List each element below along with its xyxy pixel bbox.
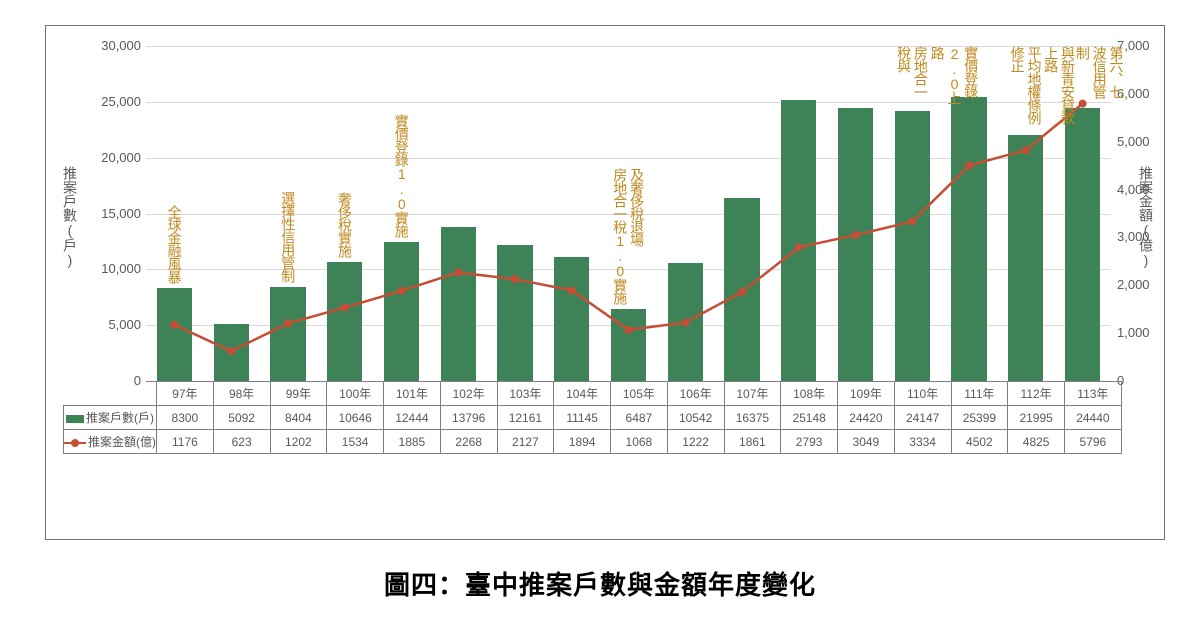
annotation: 及奢侈稅退場房地合一稅1.0實施 [612, 168, 646, 304]
table-cell: 24147 [894, 406, 951, 430]
table-cell: 2268 [440, 430, 497, 454]
table-cell: 11145 [554, 406, 611, 430]
table-cell: 5796 [1065, 430, 1122, 454]
annotation: 第六、七波信用管制 [1074, 46, 1124, 103]
y-tick-right: 7,000 [1117, 38, 1167, 53]
table-cell: 21995 [1008, 406, 1065, 430]
table-cell: 1534 [327, 430, 384, 454]
table-cell: 1222 [667, 430, 724, 454]
data-table: 97年98年99年100年101年102年103年104年105年106年107… [63, 381, 1122, 454]
category-label: 98年 [213, 382, 270, 406]
legend-line: 推案金額(億) [64, 430, 157, 454]
category-label: 99年 [270, 382, 327, 406]
table-cell: 1202 [270, 430, 327, 454]
annotation: 選擇性信用管制 [279, 191, 296, 282]
table-cell: 12161 [497, 406, 554, 430]
category-label: 107年 [724, 382, 781, 406]
figure-caption: 圖四：臺中推案戶數與金額年度變化 [0, 565, 1200, 602]
category-label: 104年 [554, 382, 611, 406]
annotation: 奢侈稅實施 [336, 192, 353, 257]
table-cell: 24440 [1065, 406, 1122, 430]
table-cell: 25148 [781, 406, 838, 430]
table-cell: 8300 [157, 406, 214, 430]
plot-area: 05,00010,00015,00020,00025,00030,00001,0… [146, 46, 1111, 381]
category-label: 112年 [1008, 382, 1065, 406]
category-label: 110年 [894, 382, 951, 406]
category-label: 106年 [667, 382, 724, 406]
y-tick-right: 3,000 [1117, 229, 1167, 244]
y-tick-left: 25,000 [91, 94, 141, 109]
annotation: 全球金融風暴 [166, 205, 183, 283]
annotation: 實價登錄2.0上路房地合一稅與 [895, 46, 979, 106]
y-tick-left: 20,000 [91, 150, 141, 165]
table-cell: 25399 [951, 406, 1008, 430]
category-label: 101年 [384, 382, 441, 406]
table-cell: 1068 [611, 430, 668, 454]
y-axis-left-label: 推案戶數(戶) [60, 166, 80, 268]
table-cell: 3334 [894, 430, 951, 454]
table-cell: 1894 [554, 430, 611, 454]
y-tick-right: 1,000 [1117, 325, 1167, 340]
y-tick-left: 5,000 [91, 317, 141, 332]
legend-bar: 推案戶數(戶) [64, 406, 157, 430]
category-label: 97年 [157, 382, 214, 406]
y-tick-left: 15,000 [91, 206, 141, 221]
table-cell: 6487 [611, 406, 668, 430]
table-cell: 16375 [724, 406, 781, 430]
category-label: 113年 [1065, 382, 1122, 406]
table-cell: 24420 [838, 406, 895, 430]
table-cell: 1885 [384, 430, 441, 454]
table-cell: 2127 [497, 430, 554, 454]
y-tick-right: 2,000 [1117, 277, 1167, 292]
y-tick-right: 6,000 [1117, 86, 1167, 101]
category-label: 108年 [781, 382, 838, 406]
table-cell: 1176 [157, 430, 214, 454]
table-cell: 4502 [951, 430, 1008, 454]
table-cell: 3049 [838, 430, 895, 454]
table-cell: 5092 [213, 406, 270, 430]
y-tick-right: 5,000 [1117, 134, 1167, 149]
table-cell: 623 [213, 430, 270, 454]
table-cell: 8404 [270, 406, 327, 430]
y-tick-left: 30,000 [91, 38, 141, 53]
category-label: 100年 [327, 382, 384, 406]
chart-frame: 推案戶數(戶) 推案金額(億) 05,00010,00015,00020,000… [45, 25, 1165, 540]
y-tick-right: 0 [1117, 373, 1167, 388]
table-cell: 1861 [724, 430, 781, 454]
table-cell: 13796 [440, 406, 497, 430]
category-label: 103年 [497, 382, 554, 406]
annotation: 與新青安貸款上路平均地權條例修正 [1009, 46, 1076, 130]
category-label: 111年 [951, 382, 1008, 406]
category-label: 105年 [611, 382, 668, 406]
category-label: 102年 [440, 382, 497, 406]
y-tick-right: 4,000 [1117, 182, 1167, 197]
table-cell: 2793 [781, 430, 838, 454]
y-tick-left: 10,000 [91, 261, 141, 276]
annotation: 實價登錄1.0實施 [393, 114, 410, 237]
table-cell: 10542 [667, 406, 724, 430]
category-label: 109年 [838, 382, 895, 406]
table-cell: 4825 [1008, 430, 1065, 454]
table-cell: 12444 [384, 406, 441, 430]
table-cell: 10646 [327, 406, 384, 430]
